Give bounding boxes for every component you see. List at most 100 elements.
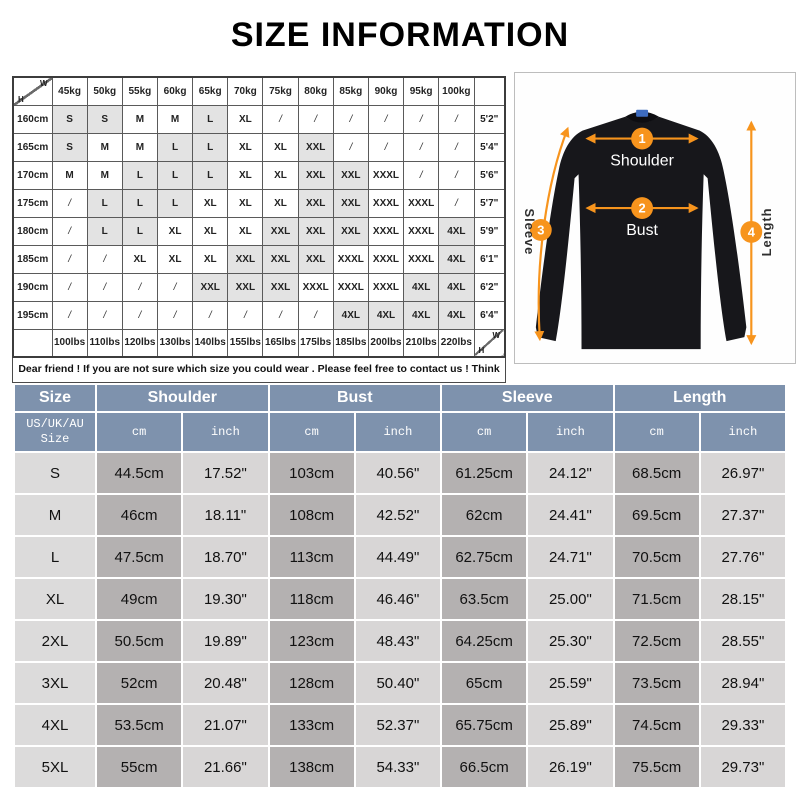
matrix-size-cell: / (438, 104, 475, 134)
matrix-size-cell: L (86, 216, 123, 246)
size-chart-cm-cell: 68.5cm (614, 453, 699, 493)
size-chart-cm-cell: 118cm (269, 579, 354, 619)
pounds-cell: 100lbs (51, 328, 88, 358)
feet-label-cell: 6'2" (473, 272, 506, 302)
matrix-size-cell: XXXL (297, 272, 334, 302)
height-weight-matrix: W H 45kg 50kg 55kg 60kg 65kg 70kg 75kg 80kg 85kg… (12, 76, 506, 398)
feet-label-cell: 5'7" (473, 188, 506, 218)
matrix-size-cell: 4XL (367, 300, 405, 330)
matrix-row: 170cm M M L L L XL XL XXL XXL XXXL //5'6" (12, 160, 506, 190)
matrix-size-cell: L (192, 160, 229, 190)
matrix-size-cell: L (156, 188, 194, 218)
matrix-size-cell: XXL (332, 188, 369, 218)
matrix-row: 160cm S S M M L XL / / / / //5'2" (12, 104, 506, 134)
matrix-size-cell: / (297, 300, 334, 330)
matrix-size-cell: XXL (192, 272, 229, 302)
size-chart-inch-cell: 21.66" (183, 747, 268, 787)
matrix-row: 180cm / L L XL XL XL XXL XXL XXL XXXL XXXL 4XL 5'9" (12, 216, 506, 246)
matrix-size-cell: / (367, 132, 405, 162)
size-chart-subheader-size: US/UK/AU Size (15, 413, 95, 451)
feet-label-cell: 5'2" (473, 104, 506, 134)
size-chart-cm-cell: 74.5cm (614, 705, 699, 745)
weight-header-cell: 80kg (297, 76, 334, 106)
size-chart-inch-cell: 28.94" (700, 663, 785, 703)
size-chart-inch-cell: 18.11" (183, 495, 268, 535)
corner-height-label: H (18, 94, 24, 104)
matrix-size-cell: XXL (297, 160, 334, 190)
height-label-cell: 190cm (12, 272, 53, 302)
size-chart-subheader-inch: inch (355, 413, 440, 451)
matrix-size-cell: XXXL (332, 244, 369, 274)
size-chart-size-cell: 3XL (15, 663, 95, 703)
matrix-size-cell: / (367, 104, 405, 134)
matrix-size-cell: / (262, 300, 299, 330)
size-chart-cm-cell: 108cm (269, 495, 354, 535)
size-chart-size-cell: S (15, 453, 95, 493)
size-chart-cm-cell: 71.5cm (614, 579, 699, 619)
weight-header-cell: 95kg (403, 76, 440, 106)
matrix-size-cell: / (51, 216, 88, 246)
weight-header-cell: 65kg (192, 76, 229, 106)
size-chart-size-cell: 5XL (15, 747, 95, 787)
feet-label-cell: 5'6" (473, 160, 506, 190)
size-chart-inch-cell: 20.48" (183, 663, 268, 703)
height-label-cell: 175cm (12, 188, 53, 218)
corner-weight-label: W (492, 330, 500, 340)
length-label: Length (759, 207, 774, 256)
weight-header-cell: 100kg (438, 76, 475, 106)
feet-label-cell: 5'4" (473, 132, 506, 162)
matrix-size-cell: XXL (262, 216, 299, 246)
size-chart-cm-cell: 66.5cm (442, 747, 527, 787)
size-chart-size-cell: L (15, 537, 95, 577)
matrix-size-cell: L (86, 188, 123, 218)
feet-label-cell: 5'9" (473, 216, 506, 246)
pounds-cell: 130lbs (156, 328, 194, 358)
matrix-size-cell: / (332, 104, 369, 134)
size-chart-inch-cell: 46.46" (355, 579, 440, 619)
matrix-size-cell: XXL (297, 216, 334, 246)
sleeve-measure-annotation: 3 Sleeve (522, 126, 570, 342)
pounds-cell: 185lbs (332, 328, 369, 358)
marker-1-number: 1 (639, 131, 646, 146)
height-label-cell: 170cm (12, 160, 53, 190)
weight-header-cell: 85kg (332, 76, 369, 106)
size-chart-cm-cell: 44.5cm (97, 453, 182, 493)
matrix-size-cell: / (332, 132, 369, 162)
size-chart-inch-cell: 19.89" (183, 621, 268, 661)
size-chart-inch-cell: 48.43" (355, 621, 440, 661)
matrix-size-cell: M (86, 160, 123, 190)
matrix-size-cell: XL (121, 244, 158, 274)
shoulder-measure-annotation: 1 Shoulder (585, 127, 699, 169)
matrix-size-cell: L (192, 104, 229, 134)
size-chart-inch-cell: 19.30" (183, 579, 268, 619)
feet-label-cell: 6'1" (473, 244, 506, 274)
matrix-size-cell: XXL (332, 216, 369, 246)
size-chart-cm-cell: 103cm (269, 453, 354, 493)
matrix-size-cell: XXXL (367, 188, 405, 218)
pounds-cell: 165lbs (262, 328, 299, 358)
sweater-diagram-svg: 1 Shoulder 2 Bust 3 Sleeve 4 (522, 109, 774, 350)
height-label-cell: 160cm (12, 104, 53, 134)
matrix-size-cell: XXL (262, 272, 299, 302)
size-chart-inch-cell: 52.37" (355, 705, 440, 745)
matrix-size-cell: L (121, 188, 158, 218)
size-chart-cm-cell: 75.5cm (614, 747, 699, 787)
matrix-size-cell: / (192, 300, 229, 330)
height-label-cell: 165cm (12, 132, 53, 162)
matrix-size-cell: / (51, 300, 88, 330)
size-chart-subheader-inch: inch (183, 413, 268, 451)
matrix-size-cell: L (192, 132, 229, 162)
size-chart-cm-cell: 133cm (269, 705, 354, 745)
size-chart-inch-cell: 42.52" (355, 495, 440, 535)
size-chart-inch-cell: 44.49" (355, 537, 440, 577)
matrix-size-cell: M (86, 132, 123, 162)
collar-tag-icon (636, 109, 649, 117)
matrix-corner-bottom-right: W H (473, 328, 506, 358)
matrix-size-cell: 4XL (403, 300, 440, 330)
marker-2-number: 2 (639, 201, 646, 216)
size-chart-inch-cell: 28.55" (700, 621, 785, 661)
matrix-size-cell: M (121, 132, 158, 162)
matrix-size-cell: 4XL (332, 300, 369, 330)
matrix-size-cell: / (156, 300, 194, 330)
matrix-header-row: W H 45kg 50kg 55kg 60kg 65kg 70kg 75kg 80kg 85kg… (12, 76, 506, 106)
